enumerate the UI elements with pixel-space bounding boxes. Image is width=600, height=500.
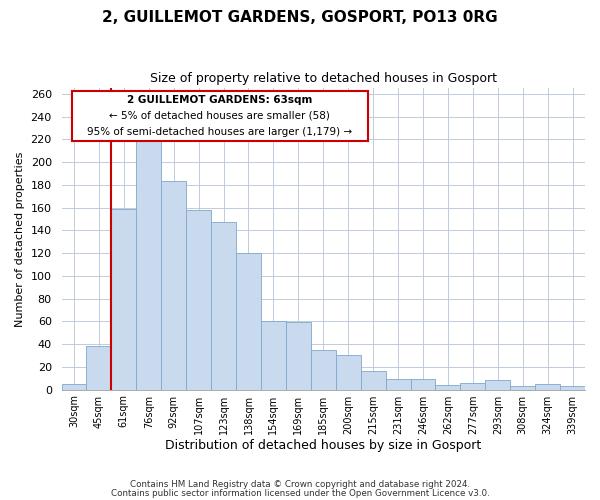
Bar [460, 383, 485, 390]
FancyBboxPatch shape [72, 91, 368, 141]
Text: ← 5% of detached houses are smaller (58): ← 5% of detached houses are smaller (58) [109, 111, 331, 121]
Bar [161, 182, 186, 390]
Bar [62, 384, 86, 390]
Bar [136, 140, 161, 390]
Bar [286, 322, 311, 390]
Bar [86, 346, 112, 390]
Bar [535, 384, 560, 390]
Bar [386, 380, 410, 390]
Bar [436, 385, 460, 390]
Text: Contains public sector information licensed under the Open Government Licence v3: Contains public sector information licen… [110, 489, 490, 498]
Text: 95% of semi-detached houses are larger (1,179) →: 95% of semi-detached houses are larger (… [88, 127, 352, 137]
Bar [236, 253, 261, 390]
Bar [261, 322, 286, 390]
Bar [112, 208, 136, 390]
Text: Contains HM Land Registry data © Crown copyright and database right 2024.: Contains HM Land Registry data © Crown c… [130, 480, 470, 489]
Text: 2 GUILLEMOT GARDENS: 63sqm: 2 GUILLEMOT GARDENS: 63sqm [127, 95, 313, 105]
Bar [410, 380, 436, 390]
Bar [510, 386, 535, 390]
Bar [560, 386, 585, 390]
Bar [336, 356, 361, 390]
Bar [186, 210, 211, 390]
Title: Size of property relative to detached houses in Gosport: Size of property relative to detached ho… [150, 72, 497, 86]
X-axis label: Distribution of detached houses by size in Gosport: Distribution of detached houses by size … [165, 440, 481, 452]
Bar [211, 222, 236, 390]
Bar [361, 372, 386, 390]
Text: 2, GUILLEMOT GARDENS, GOSPORT, PO13 0RG: 2, GUILLEMOT GARDENS, GOSPORT, PO13 0RG [102, 10, 498, 25]
Bar [485, 380, 510, 390]
Y-axis label: Number of detached properties: Number of detached properties [15, 151, 25, 326]
Bar [311, 350, 336, 390]
